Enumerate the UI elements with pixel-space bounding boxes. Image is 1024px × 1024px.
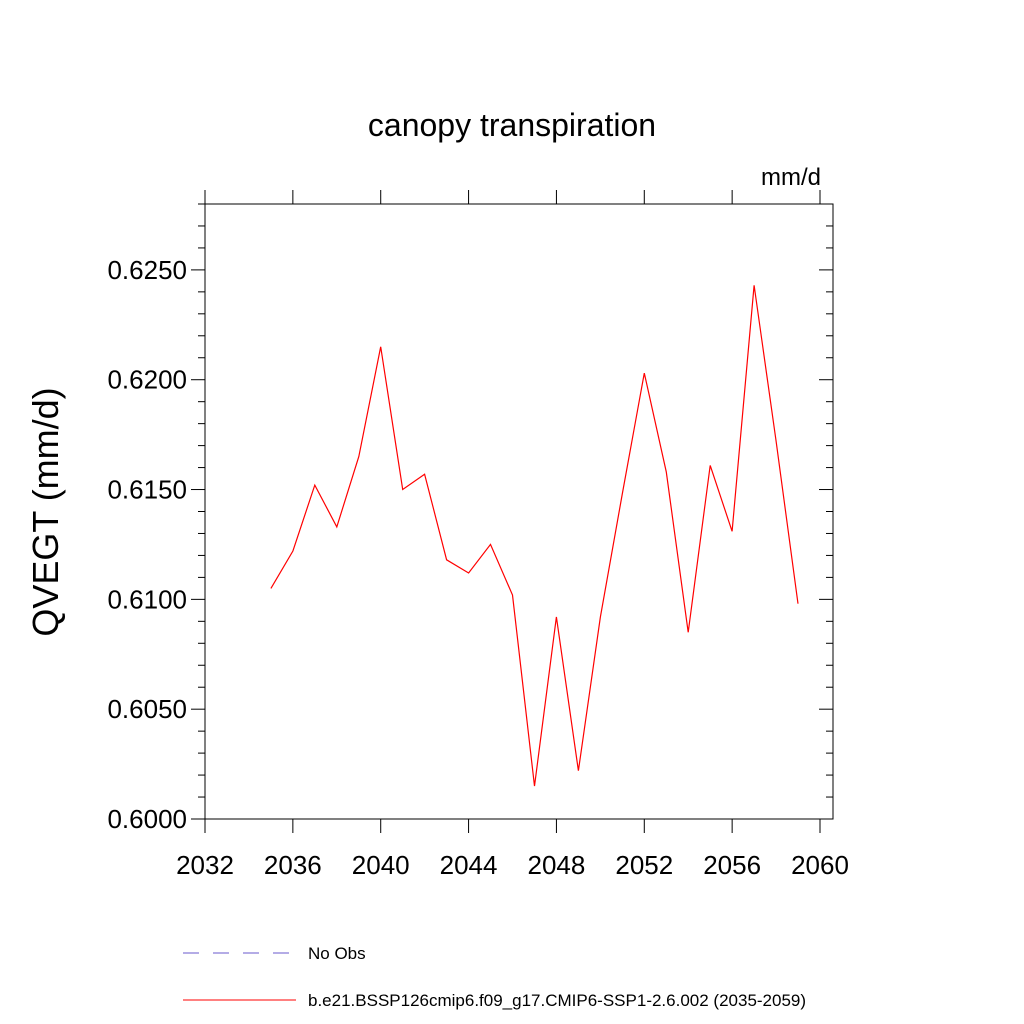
y-tick-label: 0.6100 <box>107 584 187 614</box>
x-tick-label: 2048 <box>528 850 586 880</box>
x-tick-label: 2044 <box>440 850 498 880</box>
y-tick-label: 0.6050 <box>107 694 187 724</box>
x-tick-label: 2060 <box>791 850 849 880</box>
series-layer <box>270 285 799 787</box>
x-tick-label: 2040 <box>352 850 410 880</box>
x-tick-label: 2032 <box>176 850 234 880</box>
y-tick-label: 0.6000 <box>107 804 187 834</box>
units-label: mm/d <box>761 164 821 191</box>
chart-title: canopy transpiration <box>368 107 656 143</box>
legend: No Obs b.e21.BSSP126cmip6.f09_g17.CMIP6-S… <box>183 944 806 1010</box>
x-tick-label: 2056 <box>703 850 761 880</box>
plot-frame <box>204 203 834 820</box>
legend-label: b.e21.BSSP126cmip6.f09_g17.CMIP6-SSP1-2.… <box>308 991 806 1010</box>
y-tick-label: 0.6200 <box>107 365 187 395</box>
x-tick-label: 2036 <box>264 850 322 880</box>
x-tick-label: 2052 <box>615 850 673 880</box>
series-line <box>270 285 799 787</box>
legend-label: No Obs <box>308 944 366 963</box>
y-tick-label: 0.6150 <box>107 475 187 505</box>
axes: 2032 2036 2040 2044 2048 2052 2056 2060 0.6000 0.… <box>107 190 849 880</box>
y-tick-label: 0.6250 <box>107 255 187 285</box>
y-axis-label: QVEGT (mm/d) <box>25 387 66 636</box>
